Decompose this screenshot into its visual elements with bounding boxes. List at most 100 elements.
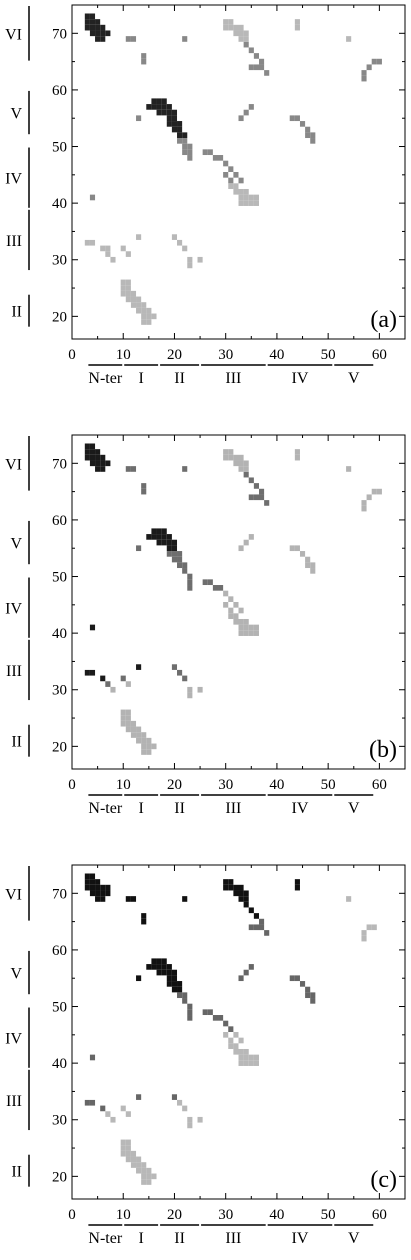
contact-cell: [361, 75, 367, 82]
contact-cell: [238, 188, 244, 195]
contact-cell: [151, 1173, 157, 1180]
contact-cell: [294, 449, 300, 455]
contact-cell: [212, 1015, 218, 1021]
contact-cell: [228, 19, 234, 25]
contact-cell: [253, 630, 259, 636]
y-tick-label: 50: [52, 570, 67, 586]
contact-cell: [136, 737, 142, 744]
contact-cell: [125, 290, 131, 297]
contact-cell: [233, 884, 239, 891]
contact-cell: [238, 460, 244, 467]
contact-cell: [243, 624, 249, 631]
contact-cell: [125, 720, 131, 727]
contact-cell: [361, 505, 367, 512]
contact-cell: [161, 958, 167, 965]
contact-cell: [84, 879, 90, 885]
contact-cell: [89, 624, 96, 631]
y-tick-label: 40: [52, 1056, 67, 1072]
y-tick-label: 70: [52, 886, 67, 902]
contact-cell: [258, 494, 265, 501]
contact-cell: [171, 545, 178, 552]
contact-cell: [182, 568, 188, 574]
contact-cell: [105, 245, 111, 252]
y-tick-label: 60: [52, 83, 67, 99]
contact-cell: [223, 602, 229, 608]
contact-cell: [120, 1139, 126, 1146]
y-segment-label: VI: [5, 886, 22, 903]
y-segment-label: IV: [5, 601, 22, 618]
contact-cell: [212, 585, 218, 591]
contact-cell: [89, 449, 96, 455]
contact-cell: [100, 245, 106, 252]
contact-cell: [136, 296, 142, 303]
contact-cell: [89, 443, 96, 450]
contact-cell: [305, 992, 311, 999]
contact-cell: [156, 104, 162, 110]
contact-cell: [182, 1105, 188, 1112]
contact-cell: [100, 454, 106, 461]
contact-cell: [110, 1116, 116, 1123]
contact-cell: [223, 879, 229, 885]
y-segment-label: II: [11, 304, 22, 321]
contact-cell: [141, 1162, 147, 1168]
contact-cell: [228, 1037, 234, 1044]
contact-cell: [120, 720, 126, 727]
contact-cell: [171, 664, 178, 670]
contact-cell: [141, 737, 147, 744]
contact-cell: [84, 24, 90, 31]
contact-cell: [171, 109, 178, 116]
contact-cell: [202, 149, 208, 156]
contact-cell: [171, 969, 178, 976]
contact-cell: [310, 992, 316, 999]
contact-cell: [156, 534, 162, 540]
contact-cell: [187, 1015, 193, 1021]
contact-cell: [125, 251, 131, 257]
contact-cell: [146, 749, 152, 755]
contact-cell: [258, 64, 265, 71]
contact-cell: [136, 302, 142, 308]
contact-cell: [228, 183, 234, 189]
contact-cell: [171, 539, 178, 546]
contact-cell: [294, 19, 300, 25]
contact-cell: [105, 890, 111, 897]
contact-cell: [182, 675, 188, 682]
contact-cell: [294, 24, 300, 31]
x-tick-label: 0: [68, 347, 76, 363]
panel-label: (c): [370, 1167, 397, 1193]
contact-cell: [258, 924, 265, 931]
contact-cell: [253, 64, 259, 71]
contact-cell: [125, 279, 131, 286]
contact-cell: [182, 143, 188, 150]
contact-cell: [130, 896, 137, 902]
contact-cell: [100, 896, 106, 902]
contact-cell: [238, 630, 244, 636]
contact-cell: [141, 1179, 147, 1185]
contact-cell: [89, 19, 96, 25]
series-dark: [84, 13, 188, 139]
contact-cell: [146, 534, 152, 540]
contact-cell: [177, 132, 183, 139]
contact-cell: [187, 692, 193, 699]
contact-cell: [243, 901, 249, 908]
contact-cell: [141, 483, 147, 489]
contact-cell: [294, 454, 300, 461]
contact-cell: [161, 109, 167, 116]
contact-cell: [233, 460, 239, 467]
contact-cell: [120, 1150, 126, 1157]
contact-cell: [177, 562, 183, 569]
contact-cell: [207, 149, 213, 156]
contact-cell: [371, 924, 377, 931]
contact-cell: [253, 483, 259, 489]
contact-cell: [171, 975, 178, 982]
contact-cell: [305, 126, 311, 133]
contact-cell: [218, 155, 224, 161]
contact-cell: [141, 913, 147, 919]
contact-cell: [130, 296, 137, 303]
contact-cell: [248, 64, 254, 71]
contact-cell: [125, 466, 131, 472]
contact-cell: [202, 579, 208, 586]
y-segment-label: VI: [5, 456, 22, 473]
contact-cell: [376, 58, 382, 65]
x-tick-label: 30: [218, 1207, 233, 1223]
contact-cell: [223, 172, 229, 178]
